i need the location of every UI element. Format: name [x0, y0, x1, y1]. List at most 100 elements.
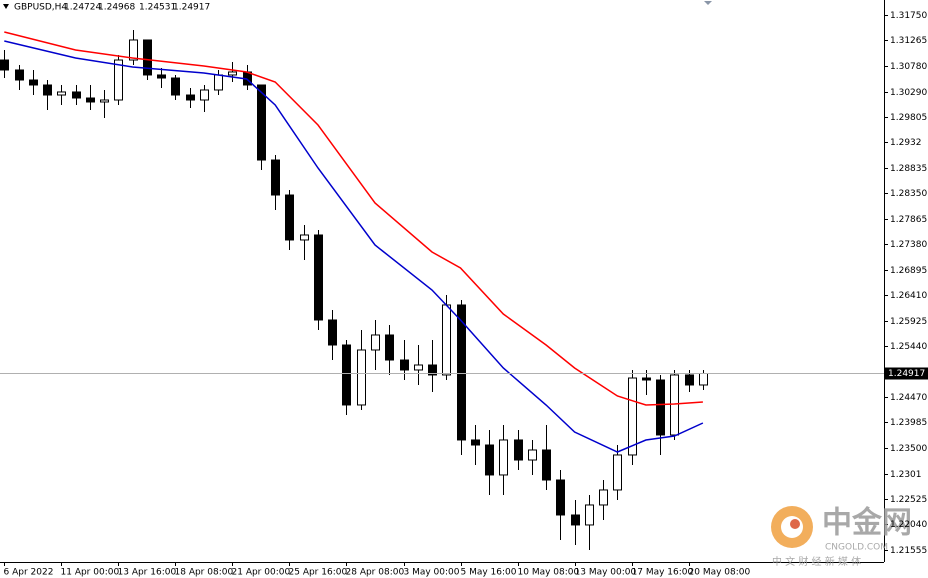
y-tick-label: 1.31265	[890, 36, 927, 46]
symbol-label: GBPUSD,H4	[14, 3, 67, 13]
menu-icon[interactable]	[3, 4, 9, 9]
y-tick-label: 1.25440	[890, 342, 927, 352]
y-tick-label: 1.26895	[890, 266, 927, 276]
candle-body	[628, 377, 637, 456]
x-tick-label: 28 Apr 08:00	[346, 568, 405, 578]
candle-body	[86, 97, 95, 103]
candle-body	[228, 71, 237, 76]
watermark: 中金网 CNGOLD.COM 中 文 财 经 新 媒 体	[771, 506, 912, 568]
x-tick-label: 25 Apr 16:00	[289, 568, 348, 578]
y-tick-label: 1.28350	[890, 189, 927, 199]
candle-body	[371, 334, 380, 351]
candle-body	[100, 99, 109, 103]
x-tick-label: 18 Apr 08:00	[175, 568, 234, 578]
watermark-site: CNGOLD.COM	[825, 543, 888, 553]
y-tick-label: 1.30780	[890, 62, 927, 72]
y-tick-label: 1.25925	[890, 317, 927, 327]
y-tick-label: 1.2301	[890, 470, 922, 480]
candle-body	[699, 372, 708, 386]
watermark-slogan: 中 文 财 经 新 媒 体	[772, 555, 861, 568]
candle-body	[428, 364, 437, 376]
candle-body	[0, 59, 9, 71]
y-tick-label: 1.26410	[890, 291, 927, 301]
x-tick-label: 13 May 00:00	[575, 568, 637, 578]
candle-body	[685, 374, 694, 386]
x-tick-label: 17 May 16:00	[632, 568, 694, 578]
candle-body	[314, 234, 323, 321]
candle-body	[214, 74, 223, 91]
y-tick-label: 1.27865	[890, 215, 927, 225]
candle-body	[15, 69, 24, 81]
y-tick-label: 1.23985	[890, 418, 927, 428]
last-high: 1.24968	[98, 3, 135, 13]
y-tick-label: 1.23500	[890, 444, 927, 454]
candle-body	[514, 439, 523, 461]
price-label-box	[884, 367, 928, 380]
candle-body	[143, 39, 152, 76]
candle-body	[257, 84, 266, 161]
candle-body	[29, 79, 38, 86]
candle-body	[457, 304, 466, 441]
candle-body	[271, 159, 280, 196]
last-low: 1.24531	[139, 3, 176, 13]
candle-body	[285, 194, 294, 241]
y-tick-label: 1.2932	[890, 138, 922, 148]
logo-dot	[790, 519, 800, 529]
candle-body	[642, 377, 651, 381]
candle-body	[471, 439, 480, 446]
candle-body	[57, 91, 66, 96]
y-tick-label: 1.22525	[890, 495, 927, 505]
candle-body	[328, 319, 337, 346]
x-tick-label: 5 May 16:00	[461, 568, 517, 578]
x-tick-label: 13 Apr 16:00	[118, 568, 177, 578]
x-tick-label: 6 Apr 2022	[4, 568, 54, 578]
x-tick-label: 3 May 00:00	[404, 568, 460, 578]
x-tick-label: 11 Apr 00:00	[61, 568, 120, 578]
x-tick-label: 21 Apr 00:00	[232, 568, 291, 578]
y-tick-label: 1.22040	[890, 520, 927, 530]
candle-body	[656, 379, 665, 436]
candle-body	[599, 489, 608, 506]
candle-body	[571, 514, 580, 526]
candle-body	[114, 59, 123, 101]
candle-body	[385, 334, 394, 361]
candle-body	[171, 77, 180, 96]
y-tick-label: 1.29805	[890, 113, 927, 123]
y-tick-label: 1.31750	[890, 11, 927, 21]
watermark-name: 中金网	[822, 506, 912, 541]
last-open: 1.24724	[64, 3, 101, 13]
candle-body	[499, 439, 508, 476]
candle-body	[485, 444, 494, 476]
candle-body	[528, 449, 537, 461]
candle-body	[300, 234, 309, 241]
y-tick-label: 1.21555	[890, 546, 927, 556]
candle-body	[414, 364, 423, 371]
y-tick-label: 1.27380	[890, 240, 927, 250]
moving-average	[4, 31, 703, 406]
price-label: 1.24917	[888, 369, 925, 379]
candle-body	[200, 89, 209, 101]
candle-body	[342, 344, 351, 406]
candle-body	[613, 454, 622, 491]
candle-body	[442, 304, 451, 376]
candle-body	[585, 504, 594, 526]
candle-body	[186, 94, 195, 101]
candle-body	[357, 349, 366, 406]
shift-marker	[704, 1, 712, 5]
y-tick-label: 1.28835	[890, 164, 927, 174]
candle-body	[72, 91, 81, 99]
candle-body	[129, 39, 138, 61]
candle-body	[43, 84, 52, 96]
last-close: 1.24917	[173, 3, 210, 13]
x-tick-label: 20 May 08:00	[689, 568, 751, 578]
y-tick-label: 1.30290	[890, 88, 927, 98]
candle-body	[542, 449, 551, 481]
plot	[0, 30, 884, 550]
candle-body	[556, 479, 565, 516]
y-tick-label: 1.24470	[890, 393, 927, 403]
candle-body	[157, 74, 166, 79]
x-tick-label: 10 May 08:00	[518, 568, 580, 578]
moving-average	[4, 40, 704, 453]
